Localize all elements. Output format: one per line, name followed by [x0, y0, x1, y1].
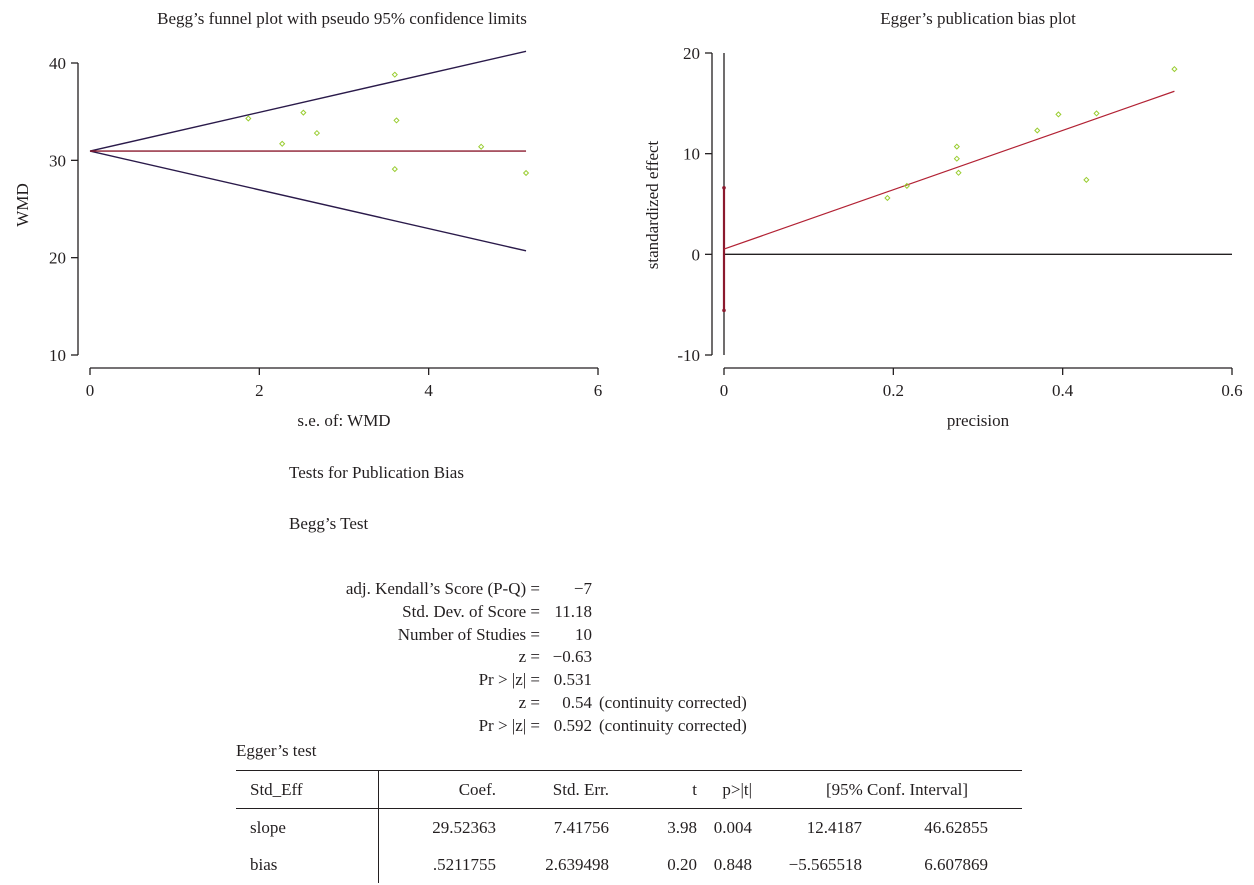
- begg-y-axis-label: WMD: [13, 183, 32, 226]
- begg-row-note: (continuity corrected): [599, 715, 747, 735]
- cell-std-err: 7.41756: [553, 817, 609, 837]
- begg-row-note: (continuity corrected): [599, 693, 747, 712]
- x-tick-label: 0.6: [1221, 381, 1242, 400]
- egger-test-title: Egger’s test: [236, 741, 317, 760]
- tests-title: Tests for Publication Bias: [289, 463, 464, 482]
- cell-ci-low: −5.565518: [788, 854, 862, 874]
- header-p: p>|t|: [722, 779, 752, 799]
- egger-test-table: Std_Eff Coef. Std. Err. t p>|t| [95% Con…: [236, 770, 1022, 883]
- data-point: [1034, 127, 1041, 134]
- data-point: [1171, 65, 1178, 73]
- x-tick-label: 0: [86, 381, 95, 400]
- header-coef: Coef.: [458, 779, 496, 799]
- data-point: [478, 143, 485, 150]
- egger-plot-title: Egger’s publication bias plot: [880, 9, 1076, 28]
- data-point: [393, 117, 400, 124]
- begg-row-label: z =: [518, 693, 540, 712]
- begg-row-label: adj. Kendall’s Score (P-Q) =: [345, 579, 540, 598]
- begg-row-label: z =: [518, 647, 540, 667]
- x-tick-label: 2: [255, 381, 264, 400]
- cell-ci-low: 12.4187: [806, 817, 862, 837]
- y-tick-label: 40: [49, 54, 66, 73]
- data-point: [953, 155, 960, 162]
- data-point: [279, 140, 286, 147]
- data-point: [245, 115, 252, 122]
- y-tick-label: 0: [692, 245, 701, 264]
- header-std-err: Std. Err.: [552, 779, 609, 799]
- y-tick-label: 20: [683, 44, 700, 63]
- x-tick-label: 0.4: [1052, 381, 1074, 400]
- cell-p: 0.848: [713, 854, 752, 874]
- cell-t: 3.98: [667, 817, 697, 837]
- x-tick-label: 4: [424, 381, 433, 400]
- upper-confidence-limit: [89, 50, 527, 152]
- data-point: [955, 169, 962, 176]
- egger-y-axis-label: standardized effect: [643, 140, 662, 269]
- data-point: [313, 129, 321, 137]
- begg-row-value: 0.54: [562, 693, 592, 712]
- data-point: [300, 109, 307, 116]
- table-header-row: Std_Eff Coef. Std. Err. t p>|t| [95% Con…: [236, 770, 1022, 809]
- data-point: [1055, 111, 1062, 118]
- header-std-eff: Std_Eff: [236, 770, 379, 809]
- data-point: [884, 194, 891, 202]
- y-tick-label: 10: [683, 145, 700, 164]
- x-tick-label: 0: [720, 381, 729, 400]
- cell-std-err: 2.639498: [545, 854, 609, 874]
- begg-row-label: Number of Studies =: [397, 624, 540, 644]
- begg-row-value: 0.592: [553, 715, 592, 735]
- begg-row-value: 11.18: [554, 601, 592, 621]
- cell-p: 0.004: [713, 817, 752, 837]
- lower-confidence-limit: [89, 150, 527, 252]
- begg-funnel-plot: Begg’s funnel plot with pseudo 95% confi…: [13, 9, 603, 430]
- regression-fit-line: [723, 90, 1175, 250]
- header-t: t: [692, 779, 697, 799]
- y-tick-label: 30: [49, 151, 66, 170]
- x-tick-label: 0.2: [883, 381, 904, 400]
- begg-row-value: −7: [573, 579, 592, 598]
- cell-ci-high: 46.62855: [924, 817, 988, 837]
- egger-x-axis-label: precision: [947, 411, 1010, 430]
- row-label: bias: [236, 846, 379, 883]
- header-conf-interval: [95% Conf. Interval]: [825, 779, 969, 799]
- y-tick-label: 20: [49, 249, 66, 268]
- y-tick-label: 10: [49, 346, 66, 365]
- begg-row-value: 0.531: [553, 670, 592, 690]
- row-label: slope: [236, 808, 379, 846]
- cell-ci-high: 6.607869: [924, 854, 988, 874]
- cell-coef: .5211755: [432, 854, 496, 874]
- begg-row-value: 10: [575, 624, 592, 644]
- egger-bias-plot: Egger’s publication bias plot standardiz…: [643, 9, 1243, 430]
- begg-row-label: Std. Dev. of Score =: [402, 601, 540, 621]
- data-point: [522, 169, 530, 177]
- begg-x-axis-label: s.e. of: WMD: [297, 411, 390, 430]
- data-point: [1093, 110, 1100, 117]
- y-tick-label: -10: [677, 346, 700, 365]
- intercept-ci-end: [722, 308, 726, 313]
- data-point: [953, 143, 960, 150]
- table-row: slope 29.52363 7.41756 3.98 0.004 12.418…: [236, 808, 1022, 846]
- intercept-ci-end: [722, 185, 726, 190]
- data-point: [391, 165, 398, 173]
- x-tick-label: 6: [594, 381, 603, 400]
- data-point: [903, 182, 910, 189]
- data-point: [391, 71, 398, 78]
- table-row: bias .5211755 2.639498 0.20 0.848 −5.565…: [236, 846, 1022, 883]
- begg-row-value: −0.63: [552, 647, 592, 667]
- cell-coef: 29.52363: [432, 817, 496, 837]
- begg-plot-title: Begg’s funnel plot with pseudo 95% confi…: [157, 9, 527, 28]
- begg-row-label: Pr > |z| =: [478, 715, 540, 735]
- begg-row-label: Pr > |z| =: [478, 670, 540, 690]
- begg-test-title: Begg’s Test: [289, 514, 369, 533]
- data-point: [1083, 176, 1090, 183]
- cell-t: 0.20: [667, 854, 697, 874]
